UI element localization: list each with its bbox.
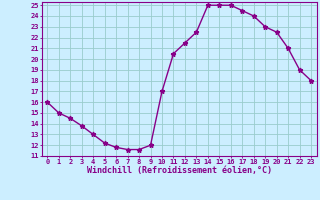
X-axis label: Windchill (Refroidissement éolien,°C): Windchill (Refroidissement éolien,°C): [87, 166, 272, 175]
